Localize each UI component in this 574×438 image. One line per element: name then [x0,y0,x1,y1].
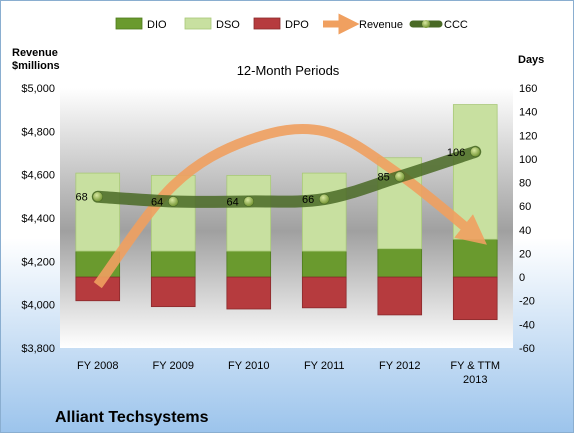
legend-label: DIO [147,19,167,31]
bar-dio [377,248,423,278]
right-tick-label: 40 [519,225,531,237]
bar-dio [452,238,498,278]
x-tick-label: FY & TTM [450,360,500,372]
right-tick-label: 60 [519,201,531,213]
ccc-data-label: 85 [378,172,390,184]
ccc-point [167,196,179,207]
ccc-point [92,191,104,203]
x-tick-label: FY 2008 [77,360,118,372]
left-tick-label: $4,800 [21,126,55,138]
bar-dpo [452,276,498,321]
lines: 68 64 64 66 85 106 [76,124,487,289]
legend-swatch-dot [422,20,430,28]
bar-dpo [377,276,423,316]
bar-dso [301,172,347,252]
right-tick-label: 140 [519,107,537,119]
legend-label: CCC [444,19,468,31]
company-name: Alliant Techsystems [55,409,209,426]
right-tick-label: -20 [519,296,535,308]
right-tick-label: 80 [519,178,531,190]
ccc-point [469,146,481,158]
x-tick-label: FY 2011 [304,360,345,372]
bar-dio [301,250,347,278]
ccc-data-label: 64 [151,196,163,208]
legend-swatch [253,17,281,30]
x-tick-label: 2013 [463,374,487,386]
right-tick-label: 20 [519,248,531,260]
right-axis-label: Days [518,54,544,66]
left-tick-label: $4,200 [21,256,55,268]
right-tick-label: 0 [519,272,525,284]
bar-dso [75,172,121,252]
right-tick-label: 120 [519,130,537,142]
x-tick-label: FY 2012 [379,360,420,372]
left-axis-label-line1: Revenue [12,47,58,59]
legend-label: Revenue [359,19,403,31]
right-tick-label: -60 [519,343,535,355]
x-tick-label: FY 2009 [153,360,194,372]
left-axis-ticks: $3,800 $4,000 $4,200 $4,400 $4,600 $4,800 $5,0… [21,83,55,355]
x-tick-label: FY 2010 [228,360,269,372]
ccc-data-label: 66 [302,194,314,206]
legend-label: DPO [285,19,309,31]
legend: DIO DSO DPO Revenue CCC [115,13,468,35]
bar-dpo [301,276,347,309]
legend-label: DSO [216,19,240,31]
bar-dso [226,175,272,252]
left-axis-label-line2: $millions [12,60,60,72]
ccc-line [91,145,482,208]
chart-title: 12-Month Periods [237,63,340,78]
right-tick-label: 160 [519,83,537,95]
ccc-point [243,196,255,207]
left-tick-label: $3,800 [21,343,55,355]
legend-swatch [115,17,143,30]
ccc-point [318,193,330,205]
legend-swatch [184,17,212,30]
right-tick-label: 100 [519,154,537,166]
ccc-data-label: 68 [76,192,88,204]
right-axis-ticks: -60 -40 -20 0 20 40 60 80 100 120 140 160 [519,83,537,355]
right-tick-label: -40 [519,319,535,331]
bar-dpo [226,276,272,310]
bar-dpo [150,276,196,308]
left-tick-label: $4,400 [21,213,55,225]
ccc-data-label: 106 [447,147,465,159]
left-tick-label: $5,000 [21,83,55,95]
bar-dio [150,250,196,278]
ccc-data-label: 64 [227,196,239,208]
bar-dio [226,250,272,278]
ccc-point [394,171,406,182]
x-axis-labels: FY 2008 FY 2009 FY 2010 FY 2011 FY 2012 FY & … [77,360,500,386]
left-tick-label: $4,600 [21,170,55,182]
left-tick-label: $4,000 [21,300,55,312]
